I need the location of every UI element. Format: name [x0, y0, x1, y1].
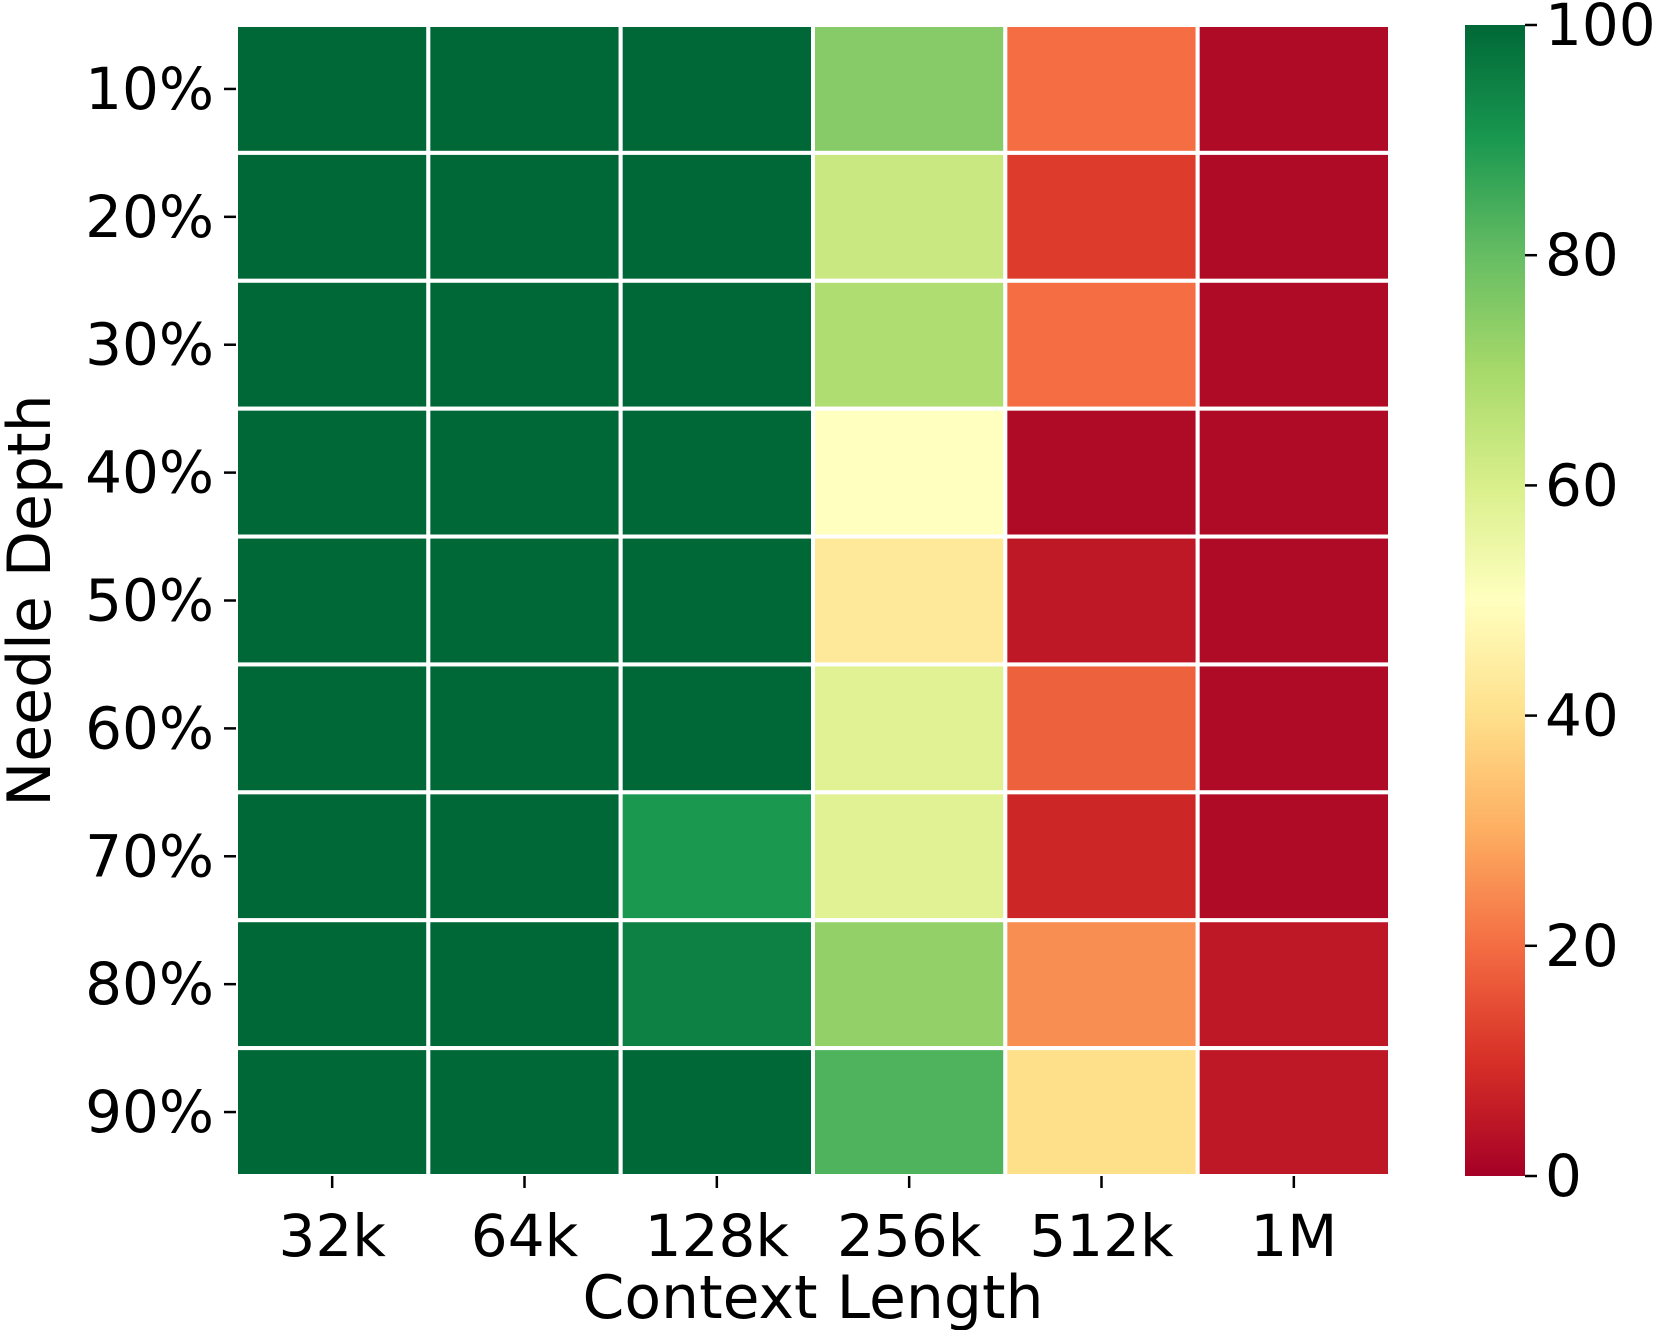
heatmap-cell	[234, 918, 431, 1051]
heatmap-cell	[1195, 534, 1392, 667]
x-tick-label: 1M	[1250, 1202, 1337, 1270]
heatmap-cell	[618, 1046, 816, 1178]
heatmap-cell	[426, 23, 623, 155]
y-tick-label: 50%	[85, 567, 214, 635]
heatmap-cell	[811, 918, 1008, 1051]
heatmap-cell	[1195, 23, 1392, 155]
heatmap-cell	[618, 918, 816, 1051]
x-tick-label: 32k	[278, 1202, 386, 1270]
colorbar: 0 20 40 60 80 100	[1465, 0, 1656, 1210]
heatmap-cell	[234, 790, 431, 923]
heatmap-cell	[1195, 406, 1392, 539]
y-axis-label: Needle Depth	[0, 394, 65, 806]
heatmap-cell	[1195, 662, 1392, 795]
heatmap-cell	[426, 1046, 623, 1178]
heatmap-cells	[234, 23, 1392, 1178]
heatmap-cell	[811, 406, 1008, 539]
heatmap-cell	[1003, 918, 1200, 1051]
colorbar-ticks: 0 20 40 60 80 100	[1525, 0, 1656, 1210]
heatmap-cell	[1003, 406, 1200, 539]
heatmap-cell	[234, 534, 431, 667]
heatmap-cell	[426, 150, 623, 283]
heatmap-cell	[1003, 534, 1200, 667]
heatmap-cell	[1003, 662, 1200, 795]
heatmap-cell	[1195, 918, 1392, 1051]
colorbar-tick-label: 60	[1545, 451, 1619, 519]
heatmap-cell	[1195, 790, 1392, 923]
heatmap-cell	[811, 150, 1008, 283]
y-tick-label: 20%	[85, 183, 214, 251]
heatmap-cell	[618, 406, 816, 539]
colorbar-tick-label: 40	[1545, 682, 1619, 750]
heatmap-cell	[618, 790, 816, 923]
y-axis-ticks: 10% 20% 30% 40% 50% 60% 70% 80% 90%	[85, 55, 236, 1146]
heatmap-cell	[234, 150, 431, 283]
heatmap-cell	[426, 278, 623, 411]
colorbar-tick-label: 80	[1545, 221, 1619, 289]
y-tick-label: 90%	[85, 1078, 214, 1146]
heatmap-cell	[811, 534, 1008, 667]
heatmap-cell	[426, 534, 623, 667]
heatmap-cell	[1003, 1046, 1200, 1178]
heatmap-cell	[811, 23, 1008, 155]
heatmap-cell	[234, 23, 431, 155]
x-tick-label: 128k	[645, 1202, 790, 1270]
heatmap-cell	[1003, 278, 1200, 411]
heatmap-cell	[811, 790, 1008, 923]
x-tick-label: 512k	[1029, 1202, 1174, 1270]
x-axis-ticks: 32k 64k 128k 256k 512k 1M	[278, 1176, 1337, 1270]
y-tick-label: 70%	[85, 822, 214, 890]
x-tick-label: 256k	[837, 1202, 982, 1270]
x-axis-label: Context Length	[582, 1263, 1043, 1330]
heatmap-cell	[234, 278, 431, 411]
y-tick-label: 40%	[85, 439, 214, 507]
heatmap-cell	[234, 662, 431, 795]
heatmap-cell	[1003, 790, 1200, 923]
heatmap-cell	[234, 406, 431, 539]
heatmap-cell	[1003, 23, 1200, 155]
heatmap-cell	[1195, 1046, 1392, 1178]
heatmap-cell	[618, 23, 816, 155]
heatmap-cell	[811, 278, 1008, 411]
y-tick-label: 30%	[85, 311, 214, 379]
heatmap-cell	[811, 662, 1008, 795]
heatmap-cell	[618, 150, 816, 283]
heatmap-cell	[1195, 150, 1392, 283]
x-tick-label: 64k	[471, 1202, 579, 1270]
colorbar-tick-label: 100	[1545, 0, 1656, 59]
colorbar-gradient	[1465, 25, 1525, 1176]
heatmap-cell	[426, 918, 623, 1051]
heatmap-cell	[426, 662, 623, 795]
heatmap-cell	[1003, 150, 1200, 283]
heatmap-cell	[1195, 278, 1392, 411]
heatmap-cell	[426, 406, 623, 539]
y-tick-label: 80%	[85, 950, 214, 1018]
colorbar-tick-label: 20	[1545, 912, 1619, 980]
y-tick-label: 10%	[85, 55, 214, 123]
heatmap-cell	[234, 1046, 431, 1178]
heatmap-cell	[618, 662, 816, 795]
heatmap-cell	[811, 1046, 1008, 1178]
heatmap-cell	[618, 534, 816, 667]
colorbar-tick-label: 0	[1545, 1142, 1582, 1210]
heatmap-cell	[426, 790, 623, 923]
y-tick-label: 60%	[85, 694, 214, 762]
heatmap-cell	[618, 278, 816, 411]
